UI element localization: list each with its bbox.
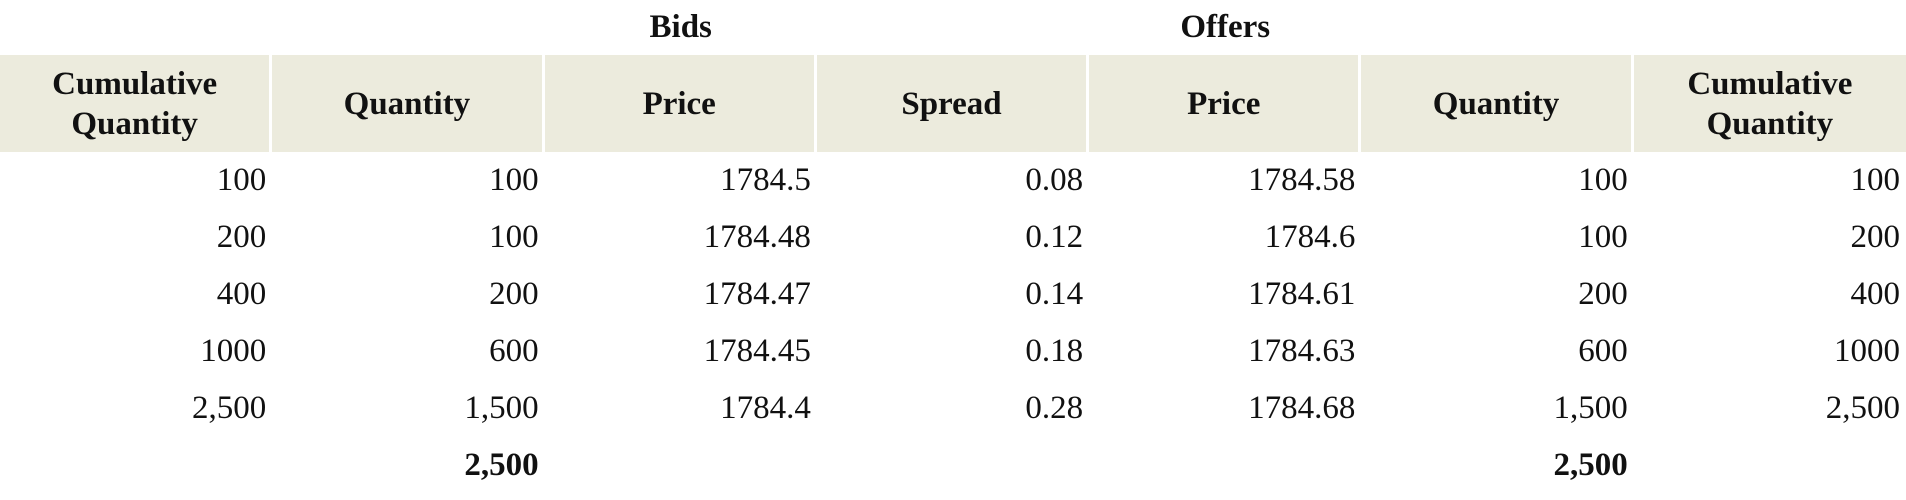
column-header: Cumulative Quantity	[1633, 55, 1906, 152]
group-row: Bids Offers	[0, 0, 1906, 55]
total-cell: 2,500	[464, 446, 539, 483]
empty-cell	[817, 437, 1089, 493]
table-cell: 1784.68	[1248, 390, 1356, 426]
column-header: Spread	[816, 55, 1090, 152]
table-row: 400 200 1784.47 0.14 1784.61 200 400	[0, 266, 1906, 323]
table-cell: 100	[489, 219, 539, 255]
column-header: Cumulative Quantity	[0, 55, 273, 152]
header-row: Cumulative Quantity Quantity Price Spread Pr…	[0, 55, 1906, 152]
table-cell: 400	[216, 276, 267, 312]
table-cell: 100	[1578, 219, 1628, 255]
column-header: Quantity	[1361, 55, 1634, 152]
table-cell: 0.28	[1025, 390, 1084, 426]
table-cell: 200	[216, 219, 267, 255]
table-cell: 1784.63	[1248, 333, 1356, 369]
table-cell: 1784.61	[1248, 276, 1356, 312]
table-cell: 1784.48	[703, 219, 811, 255]
table-cell: 1000	[200, 333, 267, 369]
table-cell: 1784.4	[720, 390, 811, 426]
table-cell: 200	[1850, 219, 1901, 255]
table-row: 1000 600 1784.45 0.18 1784.63 600 1000	[0, 323, 1906, 380]
table-cell: 100	[1850, 162, 1901, 198]
table-row: 100 100 1784.5 0.08 1784.58 100 100	[0, 152, 1906, 209]
table-cell: 1784.6	[1264, 219, 1356, 255]
group-title: Bids	[544, 0, 817, 55]
table-cell: 100	[216, 162, 267, 198]
group-title: Offers	[1089, 0, 1362, 55]
table-cell: 1,500	[464, 390, 539, 426]
table-cell: 100	[489, 162, 539, 198]
table-cell: 0.18	[1025, 333, 1084, 369]
column-header: Quantity	[272, 55, 545, 152]
table-cell: 0.14	[1025, 276, 1084, 312]
table-cell: 1784.58	[1248, 162, 1356, 198]
table-cell: 100	[1578, 162, 1628, 198]
table-cell: 2,500	[1825, 390, 1900, 426]
empty-cell	[1089, 437, 1361, 493]
table-cell: 0.12	[1025, 219, 1084, 255]
table-cell: 1000	[1834, 333, 1900, 369]
table-cell: 200	[1578, 276, 1628, 312]
total-cell: 2,500	[1553, 446, 1628, 483]
empty-cell	[545, 437, 817, 493]
table-cell: 1784.47	[703, 276, 811, 312]
table-cell: 600	[1578, 333, 1628, 369]
table-cell: 200	[489, 276, 539, 312]
empty-cell	[1634, 437, 1906, 493]
table-cell: 400	[1850, 276, 1901, 312]
empty-cell	[0, 437, 272, 493]
table-cell: 600	[489, 333, 539, 369]
total-row: 2,500 2,500	[0, 437, 1906, 493]
column-header: Price	[1089, 55, 1362, 152]
table-cell: 2,500	[192, 390, 267, 426]
table-cell: 1784.45	[703, 333, 811, 369]
column-header: Price	[544, 55, 817, 152]
table-row: 2,500 1,500 1784.4 0.28 1784.68 1,500 2,500	[0, 380, 1906, 437]
table-row: 200 100 1784.48 0.12 1784.6 100 200	[0, 209, 1906, 266]
table-cell: 1784.5	[720, 162, 811, 198]
table-cell: 0.08	[1025, 162, 1084, 198]
table-cell: 1,500	[1553, 390, 1628, 426]
